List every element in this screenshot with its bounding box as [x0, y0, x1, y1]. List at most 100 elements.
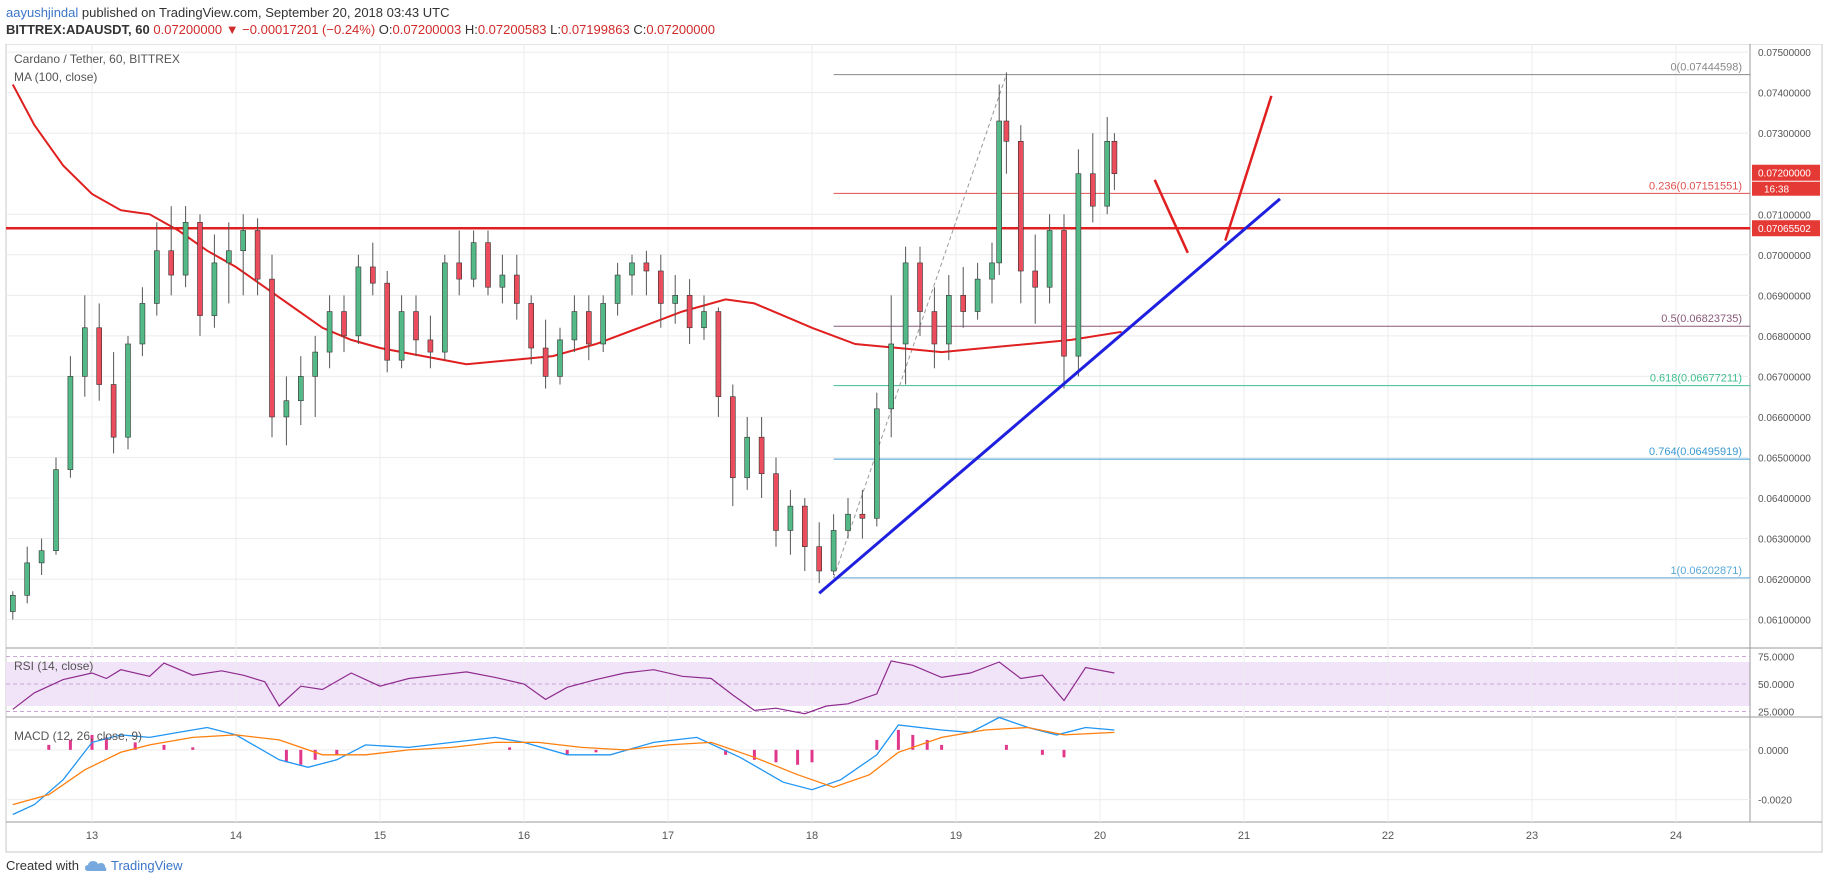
candle-body	[571, 311, 578, 341]
candle-body	[931, 311, 938, 345]
candle-body	[945, 295, 952, 345]
projection-up-line	[1224, 95, 1273, 241]
candle-body	[902, 262, 909, 345]
candle-body	[816, 546, 823, 572]
macd-histogram-bar	[508, 747, 512, 750]
price-tick-label: 0.07000000	[1758, 251, 1811, 262]
projection-down-line	[1153, 179, 1189, 254]
macd-histogram-bar	[313, 749, 317, 760]
candle-body	[917, 262, 923, 312]
rsi-indicator-title[interactable]: RSI (14, close)	[14, 659, 94, 673]
price-tick-label: 0.06100000	[1758, 616, 1811, 627]
candle-body	[629, 262, 635, 276]
candle-body	[585, 311, 592, 345]
candle-body	[110, 384, 117, 438]
macd-indicator-title[interactable]: MACD (12, 26, close, 9)	[14, 729, 143, 743]
low-label: L:	[550, 22, 561, 37]
candle-body	[528, 303, 535, 349]
candle-body	[888, 343, 895, 410]
macd-tick-label: -0.0020	[1758, 796, 1792, 807]
macd-histogram-bar	[133, 742, 137, 750]
price-tick-label: 0.06600000	[1758, 413, 1811, 424]
price-tick-label: 0.06500000	[1758, 453, 1811, 464]
candle-body	[643, 262, 650, 272]
countdown-label: 16:38	[1764, 185, 1789, 196]
open-label: O:	[378, 22, 393, 37]
open-value: 0.07200003	[392, 22, 462, 37]
tradingview-link[interactable]: TradingView	[84, 858, 183, 873]
x-tick-label: 16	[518, 830, 530, 842]
rsi-line	[12, 660, 1115, 715]
candle-body	[657, 270, 664, 304]
macd-histogram-bar	[47, 744, 51, 750]
price-change: ▼ −0.00017201 (−0.24%)	[225, 22, 376, 37]
candle-body	[154, 250, 160, 304]
macd-histogram-bar	[104, 737, 108, 750]
x-tick-label: 15	[374, 830, 386, 842]
ma-indicator-title[interactable]: MA (100, close)	[14, 70, 98, 84]
footer: Created with TradingView	[6, 858, 183, 873]
candle-body	[197, 222, 203, 316]
close-value: 0.07200000	[646, 22, 715, 37]
x-tick-label: 20	[1094, 830, 1106, 842]
candle-body	[1104, 140, 1110, 207]
macd-histogram-bar	[284, 749, 288, 763]
candle-body	[341, 311, 347, 337]
macd-histogram-bar	[911, 734, 915, 750]
candle-body	[1032, 270, 1038, 288]
macd-histogram-bar	[335, 749, 339, 755]
chart-canvas[interactable]: 13 14 15 16 17 18 19 20 21 22 23 24 0.07500000 0.0740…	[0, 44, 1828, 854]
price-tick-label: 0.06800000	[1758, 332, 1811, 343]
x-tick-label: 18	[806, 830, 818, 842]
close-label: C:	[633, 22, 647, 37]
candle-body	[873, 408, 880, 519]
macd-histogram-bar	[796, 749, 800, 765]
fib-level-label: 0.764(0.06495919)	[1649, 446, 1742, 458]
candle-body	[989, 262, 995, 280]
x-tick-label: 21	[1238, 830, 1250, 842]
macd-histogram-bar	[191, 747, 195, 750]
macd-histogram-bar	[752, 749, 756, 760]
candle-body	[744, 436, 751, 479]
candle-body	[226, 250, 232, 264]
candle-body	[845, 513, 851, 531]
macd-tick-label: 0.0000	[1758, 746, 1789, 757]
candle-body	[53, 469, 59, 552]
macd-histogram-bar	[724, 749, 728, 755]
candle-body	[254, 230, 261, 280]
candle-body	[996, 120, 1003, 264]
rsi-tick-label: 50.0000	[1758, 680, 1795, 691]
author-link[interactable]: aayushjindal	[6, 5, 79, 20]
fib-level-label: 0.236(0.07151551)	[1649, 180, 1742, 192]
candle-body	[427, 339, 434, 353]
candle-body	[513, 274, 520, 304]
candle-body	[1046, 230, 1053, 288]
price-tick-label: 0.07300000	[1758, 129, 1811, 140]
candle-body	[1003, 120, 1010, 142]
price-tick-label: 0.06700000	[1758, 372, 1811, 383]
price-tick-label: 0.06900000	[1758, 291, 1811, 302]
candle-body	[240, 230, 246, 252]
candle-body	[269, 278, 275, 418]
candle-body	[830, 530, 837, 572]
x-tick-label: 14	[230, 830, 242, 842]
publish-header: aayushjindal published on TradingView.co…	[0, 0, 1828, 52]
fib-level-label: 0(0.07444598)	[1670, 62, 1742, 74]
candle-body	[1017, 140, 1024, 272]
candle-body	[960, 295, 967, 312]
fib-level-label: 0.5(0.06823735)	[1661, 313, 1742, 325]
candle-body	[499, 274, 506, 288]
macd-histogram-bar	[594, 749, 598, 753]
candle-body	[758, 436, 765, 474]
rsi-tick-label: 75.0000	[1758, 653, 1795, 664]
fib-level-label: 0.618(0.06677211)	[1650, 373, 1742, 385]
price-tick-label: 0.07400000	[1758, 89, 1811, 100]
high-value: 0.07200583	[477, 22, 547, 37]
macd-histogram-bar	[925, 739, 929, 750]
candle-body	[384, 282, 391, 361]
candle-body	[139, 303, 146, 345]
macd-histogram-bar	[299, 749, 303, 765]
last-price: 0.07200000	[153, 22, 223, 37]
chart-frame	[5, 44, 1823, 853]
resistance-price-tag	[1752, 220, 1820, 237]
